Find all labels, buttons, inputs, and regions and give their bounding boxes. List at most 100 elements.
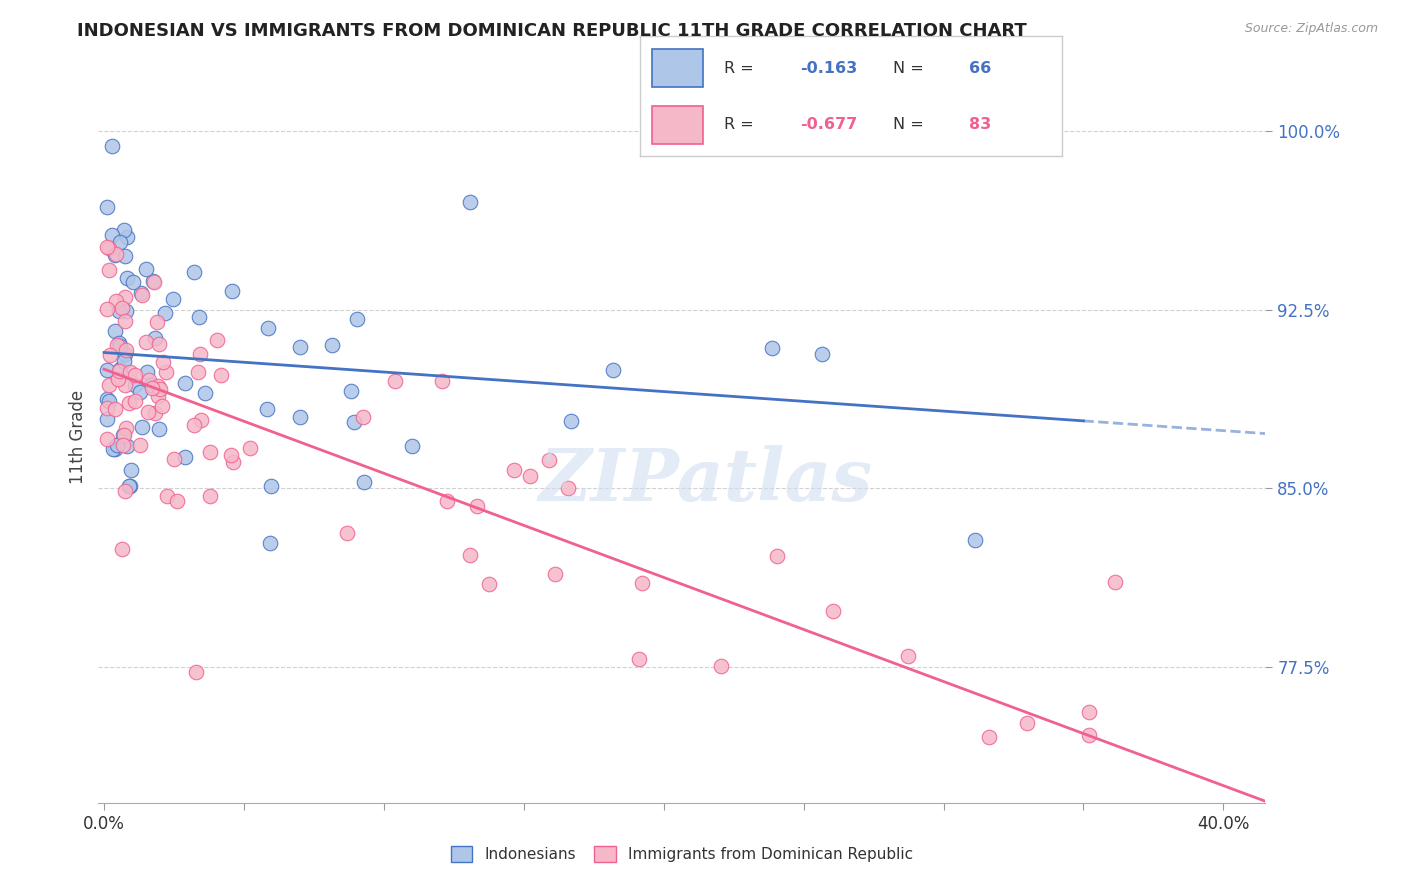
Point: [257, 321, 280, 335]
Point: [519, 469, 541, 483]
Point: [155, 365, 177, 379]
Point: [148, 422, 170, 436]
Point: [560, 414, 582, 428]
Point: [108, 235, 131, 249]
Point: [118, 479, 141, 493]
Point: [544, 566, 567, 581]
Point: [198, 444, 221, 458]
Point: [166, 494, 188, 508]
Point: [104, 401, 127, 416]
Point: [139, 377, 162, 392]
Point: [336, 525, 359, 540]
Point: [143, 331, 166, 345]
Point: [436, 494, 458, 508]
Text: 66: 66: [969, 61, 991, 76]
Point: [131, 419, 153, 434]
Point: [96, 432, 118, 446]
Point: [183, 265, 205, 279]
Point: [103, 324, 125, 338]
Point: [96, 412, 118, 426]
Point: [105, 294, 128, 309]
Point: [765, 549, 787, 563]
Point: [114, 290, 136, 304]
Point: [146, 315, 169, 329]
Point: [114, 314, 136, 328]
Point: [401, 439, 423, 453]
Point: [118, 479, 141, 493]
Point: [117, 271, 139, 285]
Point: [152, 354, 174, 368]
Point: [97, 377, 120, 392]
Point: [105, 338, 128, 352]
Point: [353, 475, 375, 490]
Point: [209, 368, 232, 383]
Point: [111, 437, 134, 451]
Point: [198, 489, 221, 503]
Point: [135, 335, 157, 350]
Point: [188, 347, 211, 361]
Point: [184, 665, 207, 680]
Text: N =: N =: [893, 61, 929, 76]
Point: [135, 261, 157, 276]
Point: [384, 374, 406, 388]
FancyBboxPatch shape: [652, 105, 703, 144]
Text: 83: 83: [969, 117, 991, 132]
Point: [114, 377, 136, 392]
Point: [288, 340, 311, 354]
Text: R =: R =: [724, 61, 759, 76]
Point: [136, 405, 159, 419]
Point: [478, 577, 501, 591]
Point: [96, 363, 118, 377]
Point: [628, 652, 651, 666]
Point: [143, 275, 166, 289]
Point: [259, 535, 281, 549]
Point: [129, 385, 152, 400]
Point: [96, 392, 118, 407]
Point: [430, 374, 453, 388]
Text: INDONESIAN VS IMMIGRANTS FROM DOMINICAN REPUBLIC 11TH GRADE CORRELATION CHART: INDONESIAN VS IMMIGRANTS FROM DOMINICAN …: [77, 22, 1026, 40]
Point: [288, 410, 311, 425]
Point: [153, 306, 176, 320]
Point: [138, 372, 160, 386]
Point: [114, 483, 136, 498]
Point: [96, 401, 118, 415]
Point: [321, 337, 343, 351]
Point: [156, 489, 179, 503]
Point: [710, 659, 733, 673]
Point: [219, 448, 242, 462]
Point: [897, 649, 920, 664]
Point: [221, 284, 243, 298]
Point: [142, 274, 165, 288]
Y-axis label: 11th Grade: 11th Grade: [69, 390, 87, 484]
Point: [108, 336, 131, 351]
Point: [129, 438, 152, 452]
Point: [114, 343, 136, 358]
Point: [188, 310, 211, 324]
Point: [194, 385, 217, 400]
Point: [96, 200, 118, 214]
Point: [114, 347, 136, 361]
Point: [114, 249, 136, 263]
Point: [104, 442, 127, 456]
Point: [121, 275, 143, 289]
Text: N =: N =: [893, 117, 929, 132]
Point: [115, 421, 138, 435]
Point: [111, 301, 134, 316]
Point: [141, 381, 163, 395]
Point: [105, 438, 128, 452]
Point: [97, 394, 120, 409]
Text: -0.163: -0.163: [800, 61, 858, 76]
Point: [537, 453, 560, 467]
Point: [163, 451, 186, 466]
Point: [96, 301, 118, 316]
Point: [149, 382, 172, 396]
Point: [112, 222, 135, 236]
Point: [136, 365, 159, 379]
Point: [183, 417, 205, 432]
Point: [118, 396, 141, 410]
Point: [129, 285, 152, 300]
Text: ZIPatlas: ZIPatlas: [538, 445, 872, 516]
Point: [124, 368, 146, 382]
Text: R =: R =: [724, 117, 759, 132]
Point: [124, 393, 146, 408]
